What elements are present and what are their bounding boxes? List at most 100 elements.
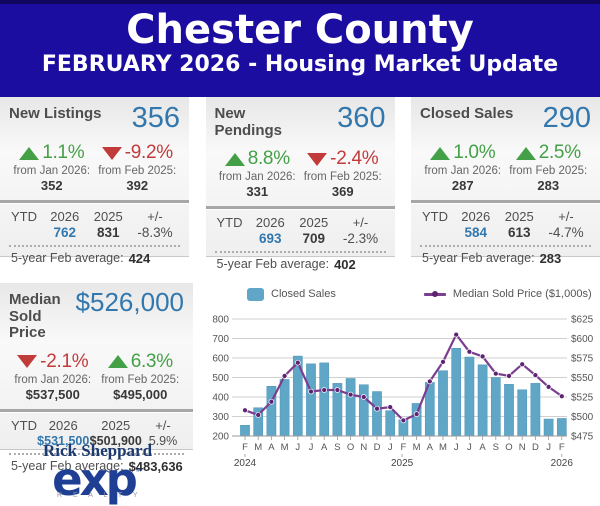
section-divider — [205, 206, 395, 210]
ytd-y2-header: 2025 — [93, 209, 123, 225]
ytd-table: YTD 2026 2025 +/- 584 613 -4.7% — [420, 209, 591, 240]
ytd-diff-value: -4.7% — [548, 225, 584, 241]
mom-value: 352 — [40, 178, 63, 194]
bar-swatch-icon — [247, 287, 264, 301]
svg-text:A: A — [268, 442, 275, 453]
ytd-y2-value: 831 — [96, 225, 120, 241]
yoy-value: 369 — [331, 184, 354, 199]
ytd-table: YTD 2026 2025 +/- $531,500 $501,900 5.9% — [9, 418, 184, 448]
card-value: 356 — [131, 102, 180, 134]
svg-text:$625: $625 — [571, 315, 594, 326]
brokerage-logo: Rick Sheppard exp™ R E A L T Y — [20, 441, 175, 506]
svg-text:J: J — [309, 442, 314, 453]
legend-item-closed-sales: Closed Sales — [247, 287, 336, 301]
ytd-diff-header: +/- — [558, 209, 574, 225]
avg-value: 424 — [128, 251, 151, 267]
mom-value: 331 — [246, 184, 269, 199]
dotted-divider — [9, 452, 184, 455]
svg-text:400: 400 — [212, 393, 229, 404]
svg-text:$525: $525 — [571, 393, 594, 404]
ytd-y1-header: 2026 — [48, 417, 78, 433]
ytd-label: YTD — [422, 209, 448, 225]
dotted-divider — [9, 245, 180, 248]
stats-row: New Listings 356 1.1% from Jan 2026: 352… — [0, 97, 600, 272]
ytd-label: YTD — [216, 215, 243, 230]
ytd-y1-header: 2026 — [461, 209, 491, 225]
dotted-divider — [420, 245, 591, 248]
svg-text:S: S — [334, 442, 340, 453]
year-over-year-change: -9.2% from Feb 2025: 392 — [95, 142, 181, 193]
yoy-percent: -9.2% — [124, 142, 173, 164]
mom-label: from Jan 2026: — [14, 373, 92, 386]
yoy-label: from Feb 2025: — [98, 165, 177, 178]
year-over-year-change: 2.5% from Feb 2025: 283 — [506, 142, 592, 193]
svg-text:$600: $600 — [571, 334, 594, 345]
svg-text:2024: 2024 — [234, 458, 257, 469]
svg-text:O: O — [347, 442, 354, 453]
avg-label: 5-year Feb average: — [422, 251, 535, 266]
avg-label: 5-year Feb average: — [11, 458, 124, 473]
mom-percent: -2.1% — [40, 350, 89, 372]
yoy-percent: 6.3% — [130, 350, 173, 372]
svg-text:600: 600 — [212, 354, 229, 365]
ytd-y1-value: 584 — [464, 225, 488, 241]
yoy-value: 392 — [126, 178, 149, 194]
dotted-divider — [214, 251, 386, 253]
mom-label: from Jan 2026: — [13, 165, 91, 178]
year-over-year-change: 6.3% from Feb 2025: $495,000 — [97, 351, 185, 402]
yoy-percent: 2.5% — [538, 142, 581, 164]
avg-value: $483,636 — [128, 458, 183, 474]
svg-text:A: A — [427, 442, 434, 453]
card-title: New Listings — [9, 105, 102, 122]
svg-text:N: N — [360, 442, 367, 453]
section-divider — [0, 200, 189, 205]
ytd-y2-header: 2025 — [504, 209, 534, 225]
yoy-label: from Feb 2025: — [509, 165, 588, 178]
mom-label: from Jan 2026: — [424, 165, 502, 178]
line-marker-icon — [423, 290, 446, 297]
svg-text:$475: $475 — [571, 432, 594, 443]
closed-sales-median-price-chart: 800 $625 700 $600 600 $575 500 $550 400 $525 300 $5… — [212, 315, 594, 470]
ytd-diff-value: 5.9% — [148, 433, 178, 448]
up-arrow-icon — [107, 355, 128, 368]
mom-percent: 8.8% — [247, 148, 290, 169]
svg-text:F: F — [559, 442, 565, 453]
yoy-percent: -2.4% — [330, 148, 379, 169]
svg-text:D: D — [374, 442, 381, 453]
mom-value: 287 — [451, 178, 474, 194]
chart-legend: Closed Sales Median Sold Price ($1,000s) — [205, 283, 600, 305]
month-over-month-change: 1.1% from Jan 2026: 352 — [9, 142, 95, 193]
stat-card-closed-sales: Closed Sales 290 1.0% from Jan 2026: 287… — [411, 97, 600, 266]
yoy-value: $495,000 — [113, 386, 168, 402]
svg-text:F: F — [400, 442, 406, 453]
stat-card-new-listings: New Listings 356 1.1% from Jan 2026: 352… — [0, 97, 189, 266]
card-value: 290 — [542, 102, 591, 134]
year-over-year-change: -2.4% from Feb 2025: 369 — [300, 148, 386, 199]
svg-text:2026: 2026 — [551, 458, 574, 469]
svg-text:200: 200 — [212, 432, 229, 443]
ytd-y1-value: $531,500 — [37, 433, 90, 448]
avg-value: 283 — [539, 251, 562, 267]
avg-label: 5-year Feb average: — [216, 257, 330, 271]
page-title: Chester County — [126, 7, 474, 53]
down-arrow-icon — [307, 152, 328, 166]
page-header: Chester County FEBRUARY 2026 - Housing M… — [0, 0, 600, 97]
ytd-y2-value: 709 — [302, 231, 326, 246]
ytd-diff-header: +/- — [155, 417, 171, 433]
exp-realty-logo: exp™ — [52, 453, 143, 506]
yoy-value: 283 — [537, 178, 560, 194]
ytd-y1-value: 693 — [258, 231, 282, 246]
ytd-table: YTD 2026 2025 +/- 762 831 -8.3% — [9, 209, 180, 240]
svg-text:D: D — [532, 442, 539, 453]
trademark-symbol: ™ — [134, 468, 143, 477]
svg-text:M: M — [439, 442, 447, 453]
ytd-diff-header: +/- — [147, 209, 163, 225]
legend-label: Median Sold Price ($1,000s) — [452, 288, 592, 300]
svg-text:A: A — [479, 442, 486, 453]
ytd-y1-header: 2026 — [255, 215, 285, 230]
up-arrow-icon — [19, 146, 40, 160]
svg-text:J: J — [388, 442, 393, 453]
up-arrow-icon — [515, 146, 536, 160]
month-over-month-change: 1.0% from Jan 2026: 287 — [420, 142, 506, 193]
ytd-y2-header: 2025 — [299, 215, 329, 230]
